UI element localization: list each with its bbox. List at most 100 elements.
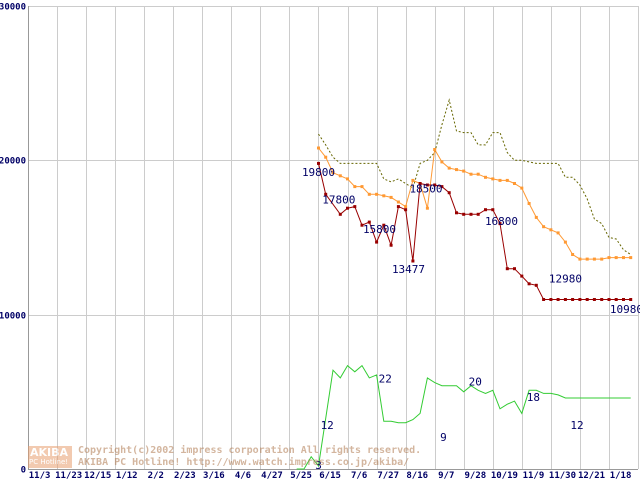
data-point bbox=[317, 146, 320, 150]
y-tick-label: 20000 bbox=[0, 157, 26, 167]
data-point bbox=[455, 168, 458, 172]
price-label: 16800 bbox=[485, 215, 518, 228]
data-point bbox=[563, 298, 567, 301]
x-tick-label: 4/27 bbox=[261, 471, 283, 480]
x-tick-label: 11/9 bbox=[523, 471, 545, 480]
price-label: 12980 bbox=[549, 272, 582, 285]
data-point bbox=[491, 177, 495, 181]
data-point bbox=[563, 240, 567, 244]
count-label: 18 bbox=[527, 391, 540, 404]
data-point bbox=[534, 283, 538, 287]
data-point bbox=[411, 178, 415, 182]
x-tick-label: 11/30 bbox=[549, 471, 576, 480]
data-point bbox=[549, 298, 553, 301]
x-tick-label: 12/21 bbox=[578, 471, 605, 480]
data-point bbox=[520, 274, 524, 278]
data-point bbox=[498, 222, 502, 226]
data-point bbox=[346, 206, 349, 210]
chart-grid bbox=[28, 6, 639, 470]
price-label: 15800 bbox=[363, 223, 396, 236]
data-point bbox=[578, 298, 582, 301]
data-point bbox=[542, 225, 546, 229]
data-point bbox=[375, 192, 379, 196]
data-point bbox=[520, 186, 524, 190]
data-point bbox=[476, 212, 480, 216]
data-point bbox=[396, 205, 400, 209]
x-tick-label: 2/23 bbox=[174, 471, 196, 480]
data-point bbox=[425, 183, 429, 187]
akiba-logo: AKIBA PC Hotline! bbox=[28, 446, 72, 468]
data-point bbox=[360, 223, 364, 227]
data-point bbox=[317, 161, 320, 165]
data-point bbox=[585, 298, 589, 301]
count-label: 22 bbox=[379, 373, 392, 386]
x-tick-label: 10/19 bbox=[491, 471, 518, 480]
data-point bbox=[484, 208, 487, 212]
data-point bbox=[396, 200, 400, 204]
series-line bbox=[318, 98, 631, 255]
data-point bbox=[491, 208, 495, 212]
data-point bbox=[440, 185, 444, 189]
data-point bbox=[527, 282, 531, 286]
data-point bbox=[600, 298, 604, 301]
data-point bbox=[331, 171, 335, 175]
data-point bbox=[346, 177, 349, 181]
data-point bbox=[542, 298, 546, 301]
data-point bbox=[455, 211, 458, 215]
data-point bbox=[367, 220, 371, 224]
data-point bbox=[592, 298, 596, 301]
data-point bbox=[375, 240, 379, 244]
chart-series bbox=[296, 98, 633, 470]
x-tick-label: 11/23 bbox=[55, 471, 82, 480]
y-tick-label: 30000 bbox=[0, 3, 26, 13]
data-point bbox=[585, 257, 589, 261]
count-label: 9 bbox=[440, 431, 447, 444]
count-label: 12 bbox=[570, 419, 583, 432]
y-tick-label: 0 bbox=[21, 466, 26, 476]
data-point bbox=[389, 243, 393, 247]
y-tick-label: 10000 bbox=[0, 312, 26, 322]
x-tick-label: 9/7 bbox=[438, 471, 454, 480]
x-tick-label: 4/6 bbox=[235, 471, 251, 480]
price-label: 18500 bbox=[409, 183, 442, 196]
data-point bbox=[418, 182, 422, 185]
data-point bbox=[622, 256, 625, 260]
data-point bbox=[534, 215, 538, 219]
x-tick-label: 6/15 bbox=[319, 471, 341, 480]
count-label: 20 bbox=[469, 376, 482, 389]
data-point bbox=[614, 298, 618, 301]
price-label: 17800 bbox=[322, 194, 355, 207]
x-tick-label: 2/2 bbox=[148, 471, 164, 480]
data-point bbox=[622, 298, 625, 301]
data-point bbox=[513, 182, 516, 185]
series-line bbox=[318, 147, 631, 260]
data-point bbox=[592, 257, 596, 261]
price-label: 19800 bbox=[302, 166, 335, 179]
data-point bbox=[484, 175, 487, 179]
data-point bbox=[353, 205, 357, 209]
count-label: 3 bbox=[315, 459, 322, 472]
x-tick-label: 12/15 bbox=[84, 471, 111, 480]
data-point bbox=[367, 192, 371, 196]
data-point bbox=[389, 195, 393, 199]
data-point bbox=[404, 205, 408, 209]
data-point bbox=[440, 160, 444, 164]
data-point bbox=[353, 185, 357, 189]
data-point bbox=[571, 298, 575, 301]
data-point bbox=[411, 259, 415, 263]
data-point bbox=[382, 194, 386, 198]
chart-axes: 30000 20000 10000 011/3 11/23 12/15 1/12 2/2 2/2… bbox=[0, 3, 638, 480]
data-point bbox=[425, 206, 429, 210]
x-tick-label: 9/28 bbox=[464, 471, 486, 480]
data-point bbox=[447, 191, 451, 195]
chart-data-labels: 19800 17800 15800 13477 18500 16800 12980 10980… bbox=[302, 166, 640, 472]
data-point bbox=[607, 298, 611, 301]
count-label: 12 bbox=[321, 419, 334, 432]
data-point bbox=[498, 178, 502, 182]
data-point bbox=[433, 148, 437, 151]
data-point bbox=[527, 202, 531, 205]
data-point bbox=[505, 178, 509, 182]
x-tick-label: 8/16 bbox=[406, 471, 428, 480]
copyright-watermark: AKIBA PC Hotline! Copyright(c)2002 impre… bbox=[28, 444, 568, 470]
